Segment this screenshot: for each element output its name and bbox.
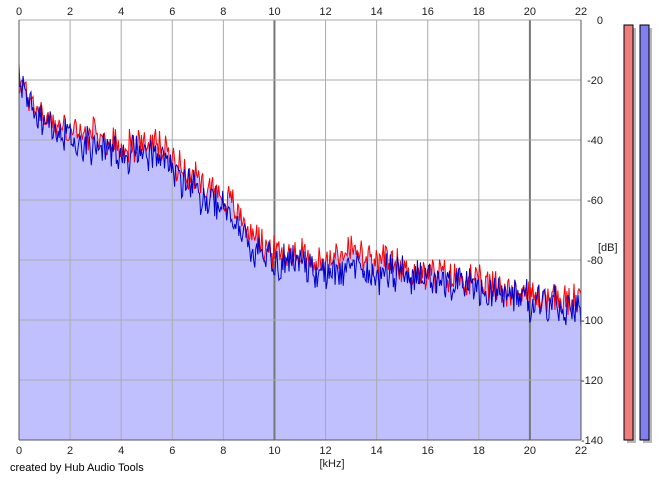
level-meter-left — [623, 24, 634, 441]
y-tick-label: -140 — [581, 435, 603, 447]
x-tick-label-bottom: 6 — [169, 445, 175, 457]
y-axis-label: [dB] — [598, 242, 618, 254]
y-tick-label: -60 — [587, 195, 603, 207]
series-layer — [18, 63, 582, 328]
y-tick-label: -40 — [587, 135, 603, 147]
plot-frame — [18, 20, 582, 441]
y-tick-label: -100 — [581, 315, 603, 327]
y-tick-labels: 0 -20 -40 -60 -80 -100 -120 -140 — [581, 15, 603, 447]
level-meter-right — [639, 24, 650, 441]
x-tick-label-bottom: 12 — [319, 445, 331, 457]
x-tick-label-top: 20 — [524, 6, 536, 18]
x-tick-label-top: 22 — [575, 6, 587, 18]
x-tick-label-top: 18 — [473, 6, 485, 18]
x-axis-label: [kHz] — [319, 458, 344, 470]
x-tick-label-bottom: 0 — [16, 445, 22, 457]
series-line-red — [18, 79, 582, 316]
x-tick-label-top: 12 — [319, 6, 331, 18]
x-tick-label-bottom: 18 — [473, 445, 485, 457]
x-tick-label-bottom: 10 — [268, 445, 280, 457]
level-meters — [623, 24, 652, 443]
x-tick-label-bottom: 4 — [118, 445, 124, 457]
x-tick-label-top: 2 — [67, 6, 73, 18]
x-tick-label-bottom: 2 — [67, 445, 73, 457]
x-tick-label-top: 8 — [220, 6, 226, 18]
y-tick-label: 0 — [597, 15, 603, 27]
x-tick-label-bottom: 8 — [220, 445, 226, 457]
credit-text: created by Hub Audio Tools — [10, 462, 144, 474]
x-tick-label-bottom: 16 — [422, 445, 434, 457]
x-tick-label-top: 14 — [371, 6, 383, 18]
y-tick-label: -120 — [581, 375, 603, 387]
x-tick-label-bottom: 22 — [575, 445, 587, 457]
x-tick-label-top: 10 — [268, 6, 280, 18]
series-line-blue — [18, 63, 582, 328]
y-tick-label: -20 — [587, 75, 603, 87]
x-tick-label-bottom: 14 — [371, 445, 383, 457]
x-tick-label-top: 4 — [118, 6, 124, 18]
x-tick-label-top: 6 — [169, 6, 175, 18]
x-tick-label-bottom: 20 — [524, 445, 536, 457]
x-tick-label-top: 16 — [422, 6, 434, 18]
x-tick-label-top: 0 — [16, 6, 22, 18]
y-tick-label: -80 — [587, 255, 603, 267]
